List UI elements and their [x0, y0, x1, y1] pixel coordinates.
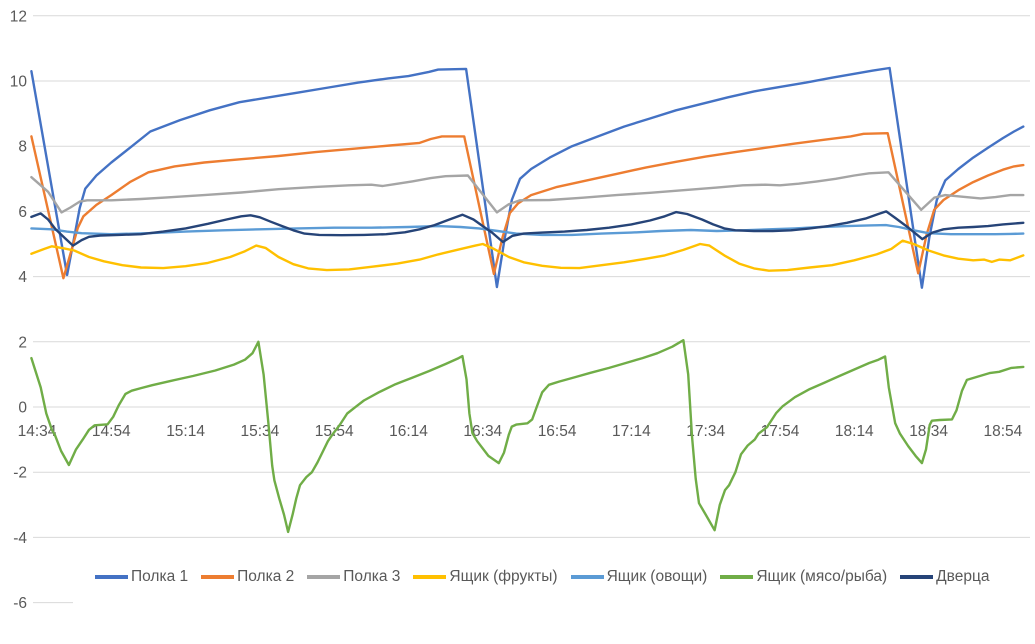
legend-line-swatch — [201, 575, 235, 579]
x-axis-tick-label: 18:14 — [835, 423, 874, 440]
x-axis-tick-label: 15:34 — [241, 423, 280, 440]
x-axis-tick-label: 14:54 — [92, 423, 131, 440]
legend-item: Ящик (фрукты) — [413, 568, 558, 586]
series-line — [30, 339, 1025, 534]
x-axis-tick-label: 18:54 — [984, 423, 1023, 440]
legend-label: Ящик (мясо/рыба) — [756, 568, 888, 585]
x-axis-tick-label: 16:14 — [389, 423, 428, 440]
x-axis-tick-label: 16:54 — [538, 423, 577, 440]
legend-line-swatch — [720, 575, 754, 579]
series-line — [30, 171, 1025, 214]
x-axis-tick-label: 14:34 — [18, 423, 57, 440]
legend-item: Ящик (мясо/рыба) — [720, 568, 887, 586]
y-axis-tick-label: 4 — [18, 269, 27, 286]
legend-label: Полка 3 — [343, 568, 401, 585]
legend-item: Дверца — [900, 568, 989, 586]
legend-label: Полка 1 — [131, 568, 189, 585]
legend-line-swatch — [570, 575, 604, 579]
x-axis-tick-label: 17:54 — [761, 423, 800, 440]
legend-label: Ящик (фрукты) — [449, 568, 558, 585]
series-line — [30, 210, 1025, 247]
y-axis-tick-label: -2 — [13, 465, 27, 482]
x-axis-tick-label: 17:14 — [612, 423, 651, 440]
legend-line-swatch — [307, 575, 341, 579]
legend-label: Дверца — [936, 568, 990, 585]
legend-item: Полка 2 — [201, 568, 294, 586]
y-axis-tick-label: 0 — [18, 400, 27, 417]
y-axis-tick-label: 12 — [10, 8, 27, 25]
series-line — [30, 223, 1025, 237]
legend-item: Полка 1 — [95, 568, 188, 586]
x-axis-tick-label: 16:34 — [463, 423, 502, 440]
x-axis-tick-label: 17:34 — [686, 423, 725, 440]
y-axis-tick-label: 6 — [18, 204, 27, 221]
y-axis-tick-label: 2 — [18, 334, 27, 351]
legend-line-swatch — [413, 575, 447, 579]
legend-item: Ящик (овощи) — [570, 568, 708, 586]
chart-legend: Полка 1 Полка 2 Полка 3 Ящик (фрукты) Ящик (… — [95, 568, 989, 586]
series-line — [30, 239, 1025, 272]
series-line — [30, 131, 1025, 280]
legend-label: Полка 2 — [237, 568, 295, 585]
y-axis-tick-label: 8 — [18, 139, 27, 156]
legend-line-swatch — [900, 575, 934, 579]
x-axis-tick-label: 15:14 — [166, 423, 205, 440]
legend-label: Ящик (овощи) — [606, 568, 708, 585]
legend-line-swatch — [95, 575, 128, 579]
legend-item: Полка 3 — [307, 568, 400, 586]
y-axis-tick-label: 10 — [10, 74, 28, 91]
y-axis-tick-label: -6 — [13, 595, 27, 612]
y-axis-tick-label: -4 — [13, 530, 27, 547]
series-line — [30, 66, 1025, 289]
